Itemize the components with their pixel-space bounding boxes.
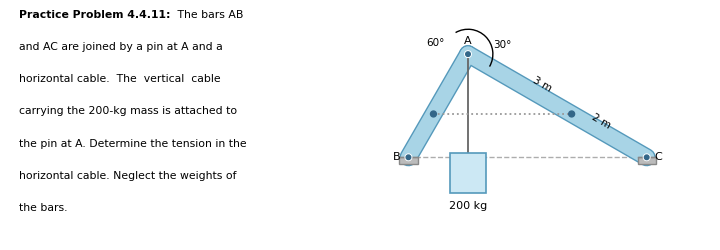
Circle shape [644, 154, 650, 161]
Text: horizontal cable. Neglect the weights of: horizontal cable. Neglect the weights of [19, 170, 236, 180]
Text: A: A [464, 36, 472, 46]
Text: 3 m: 3 m [531, 74, 553, 93]
Bar [450, 153, 486, 194]
Text: B: B [393, 152, 400, 161]
Text: carrying the 200-kg mass is attached to: carrying the 200-kg mass is attached to [19, 106, 237, 116]
Circle shape [464, 52, 472, 58]
Text: C: C [654, 152, 662, 161]
Text: horizontal cable.  The  vertical  cable: horizontal cable. The vertical cable [19, 74, 220, 84]
Text: 30°: 30° [493, 40, 511, 50]
Text: the pin at A. Determine the tension in the: the pin at A. Determine the tension in t… [19, 138, 246, 148]
Text: 2 m: 2 m [590, 112, 613, 130]
Bar [637, 158, 656, 164]
Circle shape [569, 112, 575, 117]
Text: Practice Problem 4.4.11:: Practice Problem 4.4.11: [19, 10, 170, 20]
Text: The bars AB: The bars AB [174, 10, 243, 20]
Text: and AC are joined by a pin at A and a: and AC are joined by a pin at A and a [19, 42, 222, 52]
Circle shape [405, 154, 412, 161]
Text: 200 kg: 200 kg [449, 200, 487, 210]
Circle shape [406, 156, 410, 160]
Circle shape [431, 112, 436, 117]
Text: 60°: 60° [426, 38, 444, 48]
Circle shape [644, 156, 649, 160]
Bar [400, 158, 418, 164]
Circle shape [466, 53, 470, 57]
Text: the bars.: the bars. [19, 202, 67, 212]
